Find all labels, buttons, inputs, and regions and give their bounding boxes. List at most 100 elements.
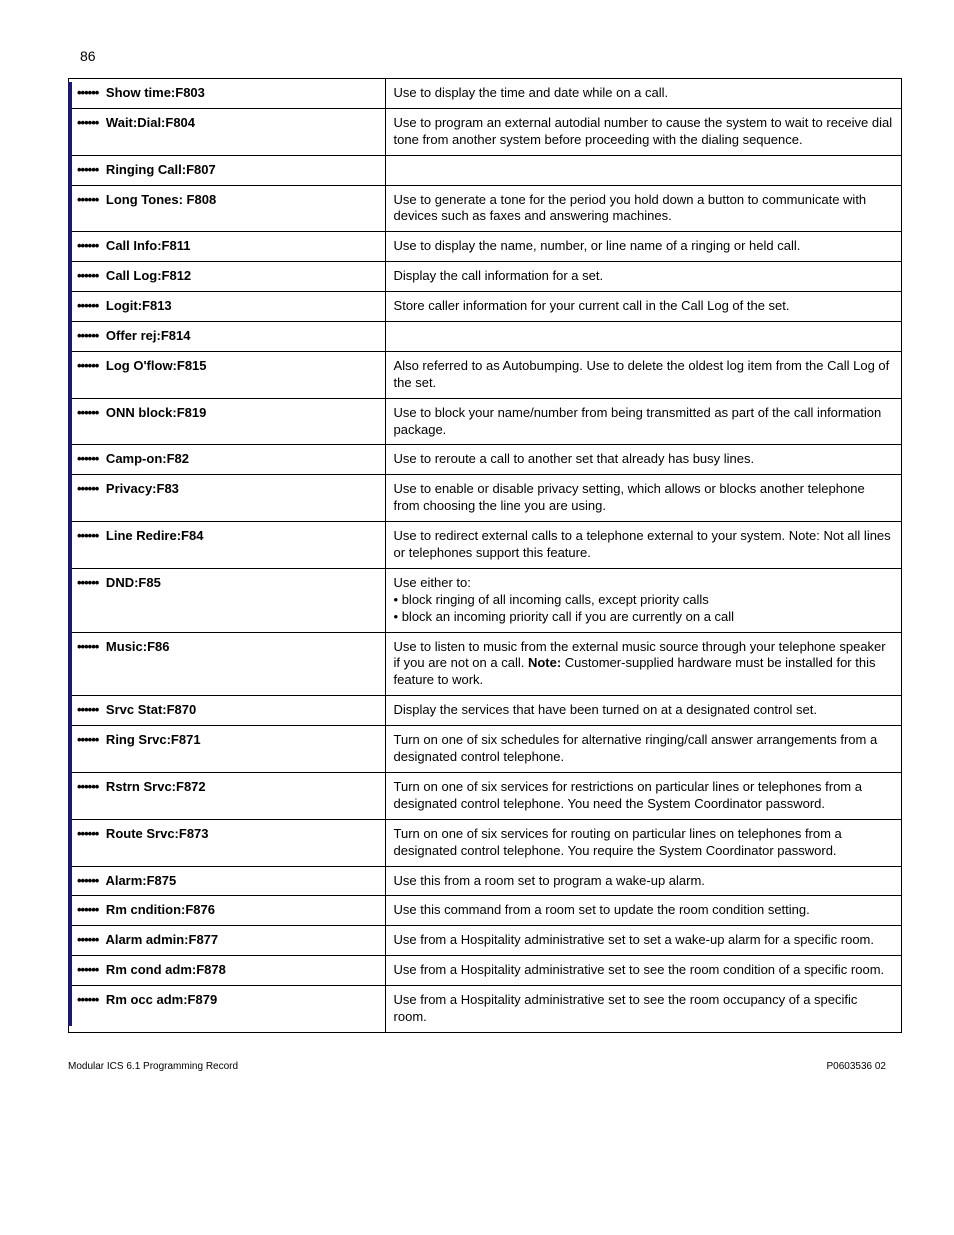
feature-description: Use from a Hospitality administrative se… [385,926,901,956]
feature-description: Use this from a room set to program a wa… [385,866,901,896]
bullet-prefix: •••••• [77,405,98,420]
feature-label: •••••• Alarm admin:F877 [69,926,386,956]
bullet-prefix: •••••• [77,162,98,177]
table-row: •••••• Camp-on:F82Use to reroute a call … [69,445,902,475]
bullet-prefix: •••••• [77,575,98,590]
table-row: •••••• Show time:F803Use to display the … [69,79,902,109]
feature-label: •••••• Alarm:F875 [69,866,386,896]
page-number: 86 [80,48,894,64]
table-row: •••••• Rm cond adm:F878Use from a Hospit… [69,956,902,986]
table-row: •••••• Alarm admin:F877Use from a Hospit… [69,926,902,956]
table-row: •••••• Srvc Stat:F870Display the service… [69,696,902,726]
feature-label: •••••• Rstrn Srvc:F872 [69,772,386,819]
feature-label: •••••• ONN block:F819 [69,398,386,445]
feature-description [385,322,901,352]
table-row: •••••• Rm occ adm:F879Use from a Hospita… [69,986,902,1033]
table-row: •••••• ONN block:F819Use to block your n… [69,398,902,445]
feature-description: Display the services that have been turn… [385,696,901,726]
feature-description: Use either to:• block ringing of all inc… [385,568,901,632]
table-row: •••••• Call Log:F812Display the call inf… [69,262,902,292]
feature-label: •••••• Call Log:F812 [69,262,386,292]
bullet-prefix: •••••• [77,238,98,253]
feature-label: •••••• Rm cond adm:F878 [69,956,386,986]
table-row: •••••• DND:F85Use either to:• block ring… [69,568,902,632]
table-row: •••••• Log O'flow:F815Also referred to a… [69,351,902,398]
table-row: •••••• Offer rej:F814 [69,322,902,352]
feature-description: Use this command from a room set to upda… [385,896,901,926]
feature-label: •••••• Music:F86 [69,632,386,696]
bullet-prefix: •••••• [77,85,98,100]
bullet-prefix: •••••• [77,192,98,207]
page: 86 •••••• Show time:F803Use to display t… [0,0,954,1112]
bullet-prefix: •••••• [77,451,98,466]
bullet-prefix: •••••• [77,962,98,977]
bullet-prefix: •••••• [77,873,98,888]
feature-label: •••••• Call Info:F811 [69,232,386,262]
table-row: •••••• Route Srvc:F873Turn on one of six… [69,819,902,866]
bullet-prefix: •••••• [77,992,98,1007]
bullet-prefix: •••••• [77,358,98,373]
feature-description: Use to redirect external calls to a tele… [385,522,901,569]
bullet-prefix: •••••• [77,481,98,496]
feature-label: •••••• Ringing Call:F807 [69,155,386,185]
feature-description: Use to display the time and date while o… [385,79,901,109]
feature-label: •••••• Line Redire:F84 [69,522,386,569]
footer-left: Modular ICS 6.1 Programming Record [68,1061,238,1072]
feature-label: •••••• Privacy:F83 [69,475,386,522]
feature-label: •••••• Srvc Stat:F870 [69,696,386,726]
feature-label: •••••• Long Tones: F808 [69,185,386,232]
table-row: •••••• Rm cndition:F876Use this command … [69,896,902,926]
side-rule [68,82,72,1026]
bullet-prefix: •••••• [77,268,98,283]
table-row: •••••• Logit:F813Store caller informatio… [69,292,902,322]
feature-description: Turn on one of six services for restrict… [385,772,901,819]
feature-description: Use to block your name/number from being… [385,398,901,445]
table-row: •••••• Call Info:F811Use to display the … [69,232,902,262]
feature-description: Use to display the name, number, or line… [385,232,901,262]
table-row: •••••• Long Tones: F808Use to generate a… [69,185,902,232]
bullet-prefix: •••••• [77,779,98,794]
footer: Modular ICS 6.1 Programming Record P0603… [60,1061,894,1072]
feature-description: Use to listen to music from the external… [385,632,901,696]
feature-label: •••••• DND:F85 [69,568,386,632]
feature-description: Use from a Hospitality administrative se… [385,956,901,986]
bullet-prefix: •••••• [77,528,98,543]
feature-description [385,155,901,185]
feature-label: •••••• Offer rej:F814 [69,322,386,352]
table-row: •••••• Ring Srvc:F871Turn on one of six … [69,726,902,773]
footer-right: P0603536 02 [826,1061,886,1072]
feature-label: •••••• Logit:F813 [69,292,386,322]
bullet-prefix: •••••• [77,702,98,717]
feature-label: •••••• Rm occ adm:F879 [69,986,386,1033]
feature-description: Turn on one of six schedules for alterna… [385,726,901,773]
feature-label: •••••• Camp-on:F82 [69,445,386,475]
feature-description: Use to reroute a call to another set tha… [385,445,901,475]
bullet-prefix: •••••• [77,932,98,947]
table-row: •••••• Wait:Dial:F804Use to program an e… [69,108,902,155]
bullet-prefix: •••••• [77,298,98,313]
table-row: •••••• Rstrn Srvc:F872Turn on one of six… [69,772,902,819]
bullet-prefix: •••••• [77,328,98,343]
feature-description: Also referred to as Autobumping. Use to … [385,351,901,398]
feature-label: •••••• Wait:Dial:F804 [69,108,386,155]
feature-description: Display the call information for a set. [385,262,901,292]
bullet-prefix: •••••• [77,732,98,747]
feature-label: •••••• Route Srvc:F873 [69,819,386,866]
bullet-prefix: •••••• [77,639,98,654]
bullet-prefix: •••••• [77,115,98,130]
feature-description: Use from a Hospitality administrative se… [385,986,901,1033]
table-row: •••••• Ringing Call:F807 [69,155,902,185]
feature-label: •••••• Show time:F803 [69,79,386,109]
feature-description: Use to program an external autodial numb… [385,108,901,155]
feature-description: Turn on one of six services for routing … [385,819,901,866]
feature-label: •••••• Rm cndition:F876 [69,896,386,926]
feature-table: •••••• Show time:F803Use to display the … [68,78,902,1033]
feature-description: Use to enable or disable privacy setting… [385,475,901,522]
table-row: •••••• Alarm:F875Use this from a room se… [69,866,902,896]
table-row: •••••• Privacy:F83Use to enable or disab… [69,475,902,522]
table-row: •••••• Music:F86Use to listen to music f… [69,632,902,696]
bullet-prefix: •••••• [77,902,98,917]
table-row: •••••• Line Redire:F84Use to redirect ex… [69,522,902,569]
bullet-prefix: •••••• [77,826,98,841]
feature-label: •••••• Log O'flow:F815 [69,351,386,398]
